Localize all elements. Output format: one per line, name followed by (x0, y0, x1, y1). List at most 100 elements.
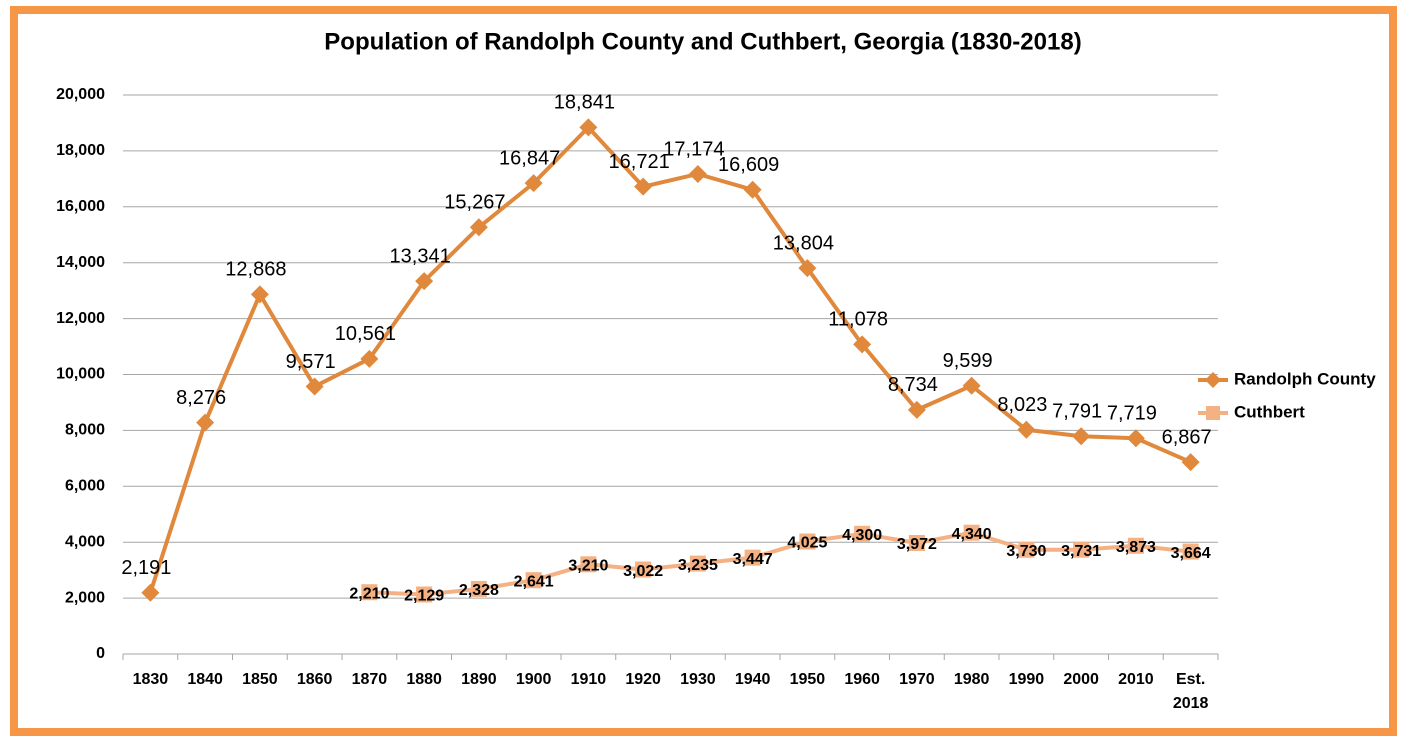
point-marker (689, 555, 706, 572)
point-marker (1181, 453, 1200, 472)
x-tick-label: 1900 (516, 671, 552, 688)
x-tick-label: 1950 (790, 671, 826, 688)
data-label: 9,599 (943, 350, 993, 372)
point-marker (853, 335, 872, 354)
y-tick-label: 16,000 (56, 198, 105, 215)
data-label: 15,267 (444, 192, 505, 214)
y-tick-label: 20,000 (56, 86, 105, 103)
point-marker (1072, 427, 1091, 446)
point-marker (1126, 429, 1145, 448)
point-marker (1182, 543, 1199, 560)
point-marker (524, 174, 543, 193)
data-label: 12,868 (225, 259, 286, 281)
data-label: 3,731 (1061, 543, 1101, 560)
x-tick-label: 1840 (187, 671, 223, 688)
data-label: 16,847 (499, 147, 560, 169)
point-marker (688, 164, 707, 183)
point-marker (854, 525, 871, 542)
data-label: 7,719 (1107, 403, 1157, 425)
x-tick-label: 1870 (352, 671, 388, 688)
x-tick-label: 1960 (844, 671, 880, 688)
point-marker (416, 586, 433, 603)
data-label: 3,447 (733, 551, 773, 568)
x-tick-label: 1890 (461, 671, 497, 688)
point-marker (580, 556, 597, 573)
legend-label: Randolph County (1234, 369, 1376, 388)
point-marker (908, 534, 925, 551)
x-tick-label: 1830 (133, 671, 169, 688)
point-marker (743, 180, 762, 199)
y-tick-label: 4,000 (65, 533, 105, 550)
data-label: 9,571 (286, 351, 336, 373)
data-label: 6,867 (1162, 426, 1212, 448)
data-label: 10,561 (335, 323, 396, 345)
data-label: 17,174 (663, 138, 724, 160)
chart-frame (10, 6, 1397, 736)
data-label: 3,873 (1116, 539, 1156, 556)
data-label: 3,210 (568, 557, 608, 574)
data-label: 16,609 (718, 154, 779, 176)
x-tick-label: Est. 2018 (1173, 671, 1209, 712)
data-label: 3,972 (897, 536, 937, 553)
chart-title: Population of Randolph County and Cuthbe… (324, 28, 1081, 55)
data-label: 13,804 (773, 232, 834, 254)
point-marker (635, 561, 652, 578)
point-marker (798, 259, 817, 278)
point-marker (579, 118, 598, 137)
point-marker (525, 572, 542, 589)
data-label: 16,721 (609, 151, 670, 173)
y-tick-label: 8,000 (65, 422, 105, 439)
x-tick-label: 1910 (571, 671, 607, 688)
x-tick-label: 1930 (680, 671, 716, 688)
y-tick-label: 2,000 (65, 589, 105, 606)
data-label: 2,328 (459, 582, 499, 599)
series-line (369, 530, 1191, 597)
data-label: 2,129 (404, 588, 444, 605)
data-label: 13,341 (390, 245, 451, 267)
point-marker (141, 583, 160, 602)
point-marker (470, 580, 487, 597)
data-label: 4,300 (842, 527, 882, 544)
series-line (148, 125, 1192, 594)
x-tick-label: 1990 (1009, 671, 1045, 688)
data-label: 8,276 (176, 387, 226, 409)
data-label: 3,022 (623, 563, 663, 580)
data-label: 7,791 (1052, 401, 1102, 423)
y-tick-label: 18,000 (56, 142, 105, 159)
x-tick-label: 1970 (899, 671, 935, 688)
data-label: 2,641 (514, 573, 554, 590)
point-marker (305, 377, 324, 396)
point-marker (907, 400, 926, 419)
point-marker (1206, 406, 1220, 420)
point-marker (469, 218, 488, 237)
point-marker (963, 524, 980, 541)
y-tick-label: 12,000 (56, 310, 105, 327)
point-marker (250, 285, 269, 304)
point-marker (634, 177, 653, 196)
data-label: 4,025 (787, 535, 827, 552)
data-label: 3,235 (678, 557, 718, 574)
point-marker (415, 272, 434, 291)
point-marker (1018, 541, 1035, 558)
data-label: 8,023 (997, 394, 1047, 416)
point-marker (1205, 372, 1221, 388)
x-tick-label: 1920 (625, 671, 661, 688)
data-label: 11,078 (828, 309, 888, 331)
point-marker (360, 349, 379, 368)
point-marker (1017, 420, 1036, 439)
y-tick-label: 10,000 (56, 366, 105, 383)
x-tick-label: 1860 (297, 671, 333, 688)
x-tick-label: 1850 (242, 671, 278, 688)
point-marker (1127, 537, 1144, 554)
point-marker (744, 549, 761, 566)
y-tick-label: 6,000 (65, 478, 105, 495)
x-tick-label: 1980 (954, 671, 990, 688)
data-label: 3,730 (1006, 543, 1046, 560)
data-label: 2,191 (121, 557, 171, 579)
point-marker (361, 584, 378, 601)
data-label: 3,664 (1171, 545, 1211, 562)
x-tick-label: 1880 (406, 671, 442, 688)
point-marker (196, 413, 215, 432)
point-marker (1073, 541, 1090, 558)
